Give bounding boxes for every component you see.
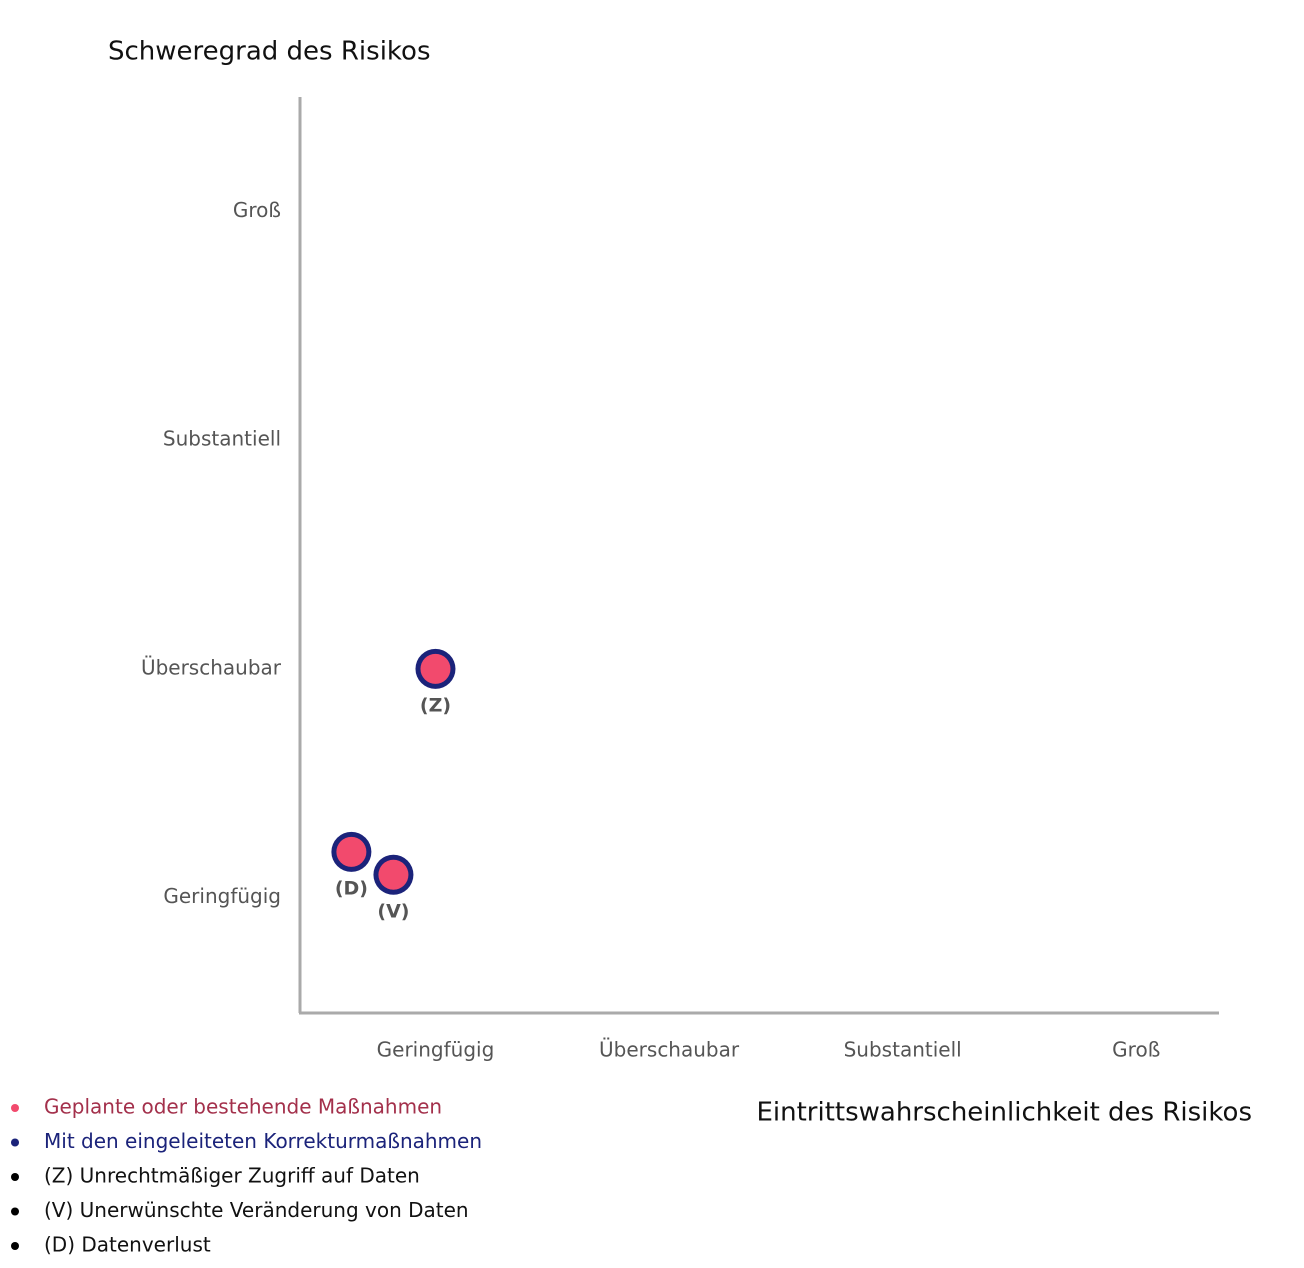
note-bullet: [11, 1173, 19, 1181]
point-label: (V): [377, 900, 409, 922]
x-tick-label: Substantiell: [844, 1038, 962, 1062]
y-tick-label: Groß: [233, 198, 281, 222]
note-bullet: [11, 1242, 19, 1250]
point-label: (D): [335, 877, 368, 899]
note: (Z) Unrechtmäßiger Zugriff auf Daten: [44, 1164, 420, 1188]
legend-label: Geplante oder bestehende Maßnahmen: [44, 1095, 442, 1119]
risk-point-planned: [420, 653, 451, 684]
note: (V) Unerwünschte Veränderung von Daten: [44, 1198, 469, 1222]
x-axis-title: Eintrittswahrscheinlichkeit des Risikos: [756, 1098, 1252, 1128]
y-tick-label: Substantiell: [163, 427, 281, 451]
note-bullet: [11, 1207, 19, 1216]
y-axis-title: Schweregrad des Risikos: [108, 37, 431, 67]
legend-label: Mit den eingeleiteten Korrekturmaßnahmen: [44, 1129, 482, 1153]
legend-marker: [11, 1138, 19, 1147]
y-tick-label: Überschaubar: [141, 655, 282, 679]
point-label: (Z): [420, 694, 451, 716]
x-tick-label: Überschaubar: [599, 1038, 740, 1062]
y-tick-label: Geringfügig: [163, 884, 281, 908]
risk-point-planned: [336, 836, 367, 867]
risk-point-planned: [378, 859, 409, 890]
x-tick-label: Geringfügig: [377, 1038, 495, 1062]
note: (D) Datenverlust: [44, 1233, 211, 1257]
legend-marker: [11, 1104, 19, 1112]
x-tick-label: Groß: [1112, 1038, 1160, 1062]
